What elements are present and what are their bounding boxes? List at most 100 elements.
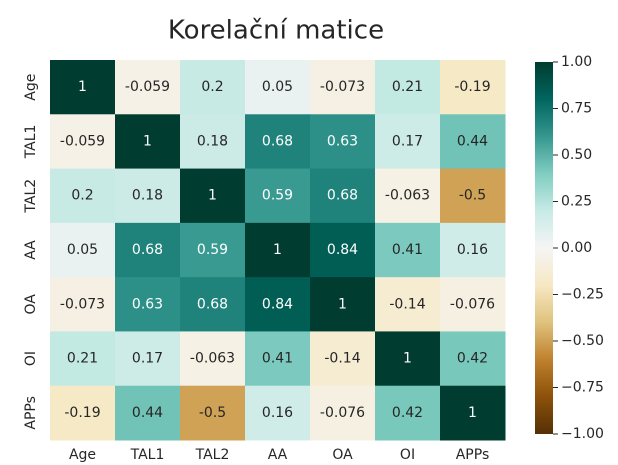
cell-label: 0.59	[262, 188, 293, 204]
cell-label: 1	[78, 79, 87, 95]
heatmap-cell	[310, 385, 376, 441]
cell-label: 0.18	[197, 133, 228, 149]
heatmap-cell	[245, 168, 311, 224]
heatmap-cell	[50, 277, 116, 332]
heatmap-cell	[310, 222, 376, 278]
y-tick-label: APPs	[23, 396, 39, 430]
x-tick-label: OA	[332, 447, 353, 463]
heatmap-cell	[310, 331, 376, 387]
cell-label: 1	[143, 133, 152, 149]
colorbar-tick-label: 1.00	[561, 54, 592, 70]
x-tick-label: AA	[268, 447, 288, 463]
heatmap-cell	[375, 331, 441, 387]
cell-label: 0.84	[262, 296, 293, 312]
cell-label: 0.63	[132, 296, 163, 312]
heatmap-cell	[375, 168, 441, 224]
cell-label: -0.059	[60, 133, 105, 149]
heatmap-cell	[115, 168, 181, 224]
cell-label: 0.42	[457, 351, 488, 367]
heatmap-cell	[50, 222, 116, 278]
cell-label: -0.063	[385, 188, 430, 204]
cell-label: -0.5	[459, 188, 486, 204]
colorbar-tick-label: 0.00	[561, 240, 592, 256]
cell-label: -0.076	[320, 405, 365, 421]
heatmap-cell	[310, 114, 376, 170]
heatmap-cell	[115, 222, 181, 278]
heatmap-cell	[375, 222, 441, 278]
heatmap-cell	[245, 60, 311, 115]
heatmap-cell	[180, 114, 246, 170]
heatmap-cell	[180, 385, 246, 441]
colorbar-tick-label: 0.75	[561, 101, 592, 117]
cell-label: -0.14	[389, 296, 425, 312]
cell-label: -0.063	[190, 351, 235, 367]
cell-label: -0.073	[60, 296, 105, 312]
heatmap-cell	[245, 222, 311, 278]
heatmap-cell	[180, 60, 246, 115]
heatmap-cell	[310, 168, 376, 224]
cell-label: 0.63	[327, 133, 358, 149]
y-tick-label: TAL1	[23, 125, 39, 160]
cell-label: 1	[208, 188, 217, 204]
cell-label: -0.5	[199, 405, 226, 421]
heatmap-cell	[115, 331, 181, 387]
cell-label: 0.21	[392, 79, 423, 95]
heatmap-cell	[180, 168, 246, 224]
x-tick-label: APPs	[456, 447, 490, 463]
cell-label: 0.68	[262, 133, 293, 149]
cell-label: 0.2	[71, 188, 93, 204]
y-tick-label: OA	[23, 294, 39, 315]
x-tick-label: OI	[400, 447, 415, 463]
heatmap-cell	[50, 60, 116, 115]
cell-label: 0.42	[392, 405, 423, 421]
cell-label: 0.16	[457, 242, 488, 258]
y-tick-label: TAL2	[23, 179, 39, 214]
heatmap-cell	[375, 60, 441, 115]
cell-label: 0.41	[392, 242, 423, 258]
colorbar-tick-label: 0.50	[561, 147, 592, 163]
heatmap-cell	[440, 60, 506, 115]
heatmap-cell	[440, 168, 506, 224]
heatmap-cell	[245, 114, 311, 170]
chart-title: Korelační matice	[168, 16, 384, 46]
heatmap-cell	[115, 60, 181, 115]
heatmap-cell	[310, 60, 376, 115]
heatmap-cell	[440, 331, 506, 387]
cell-label: 0.68	[132, 242, 163, 258]
heatmap-cell	[245, 277, 311, 332]
colorbar-tick-label: −0.75	[561, 380, 604, 396]
heatmap-cell	[180, 277, 246, 332]
cell-label: 0.17	[392, 133, 423, 149]
cell-label: 0.84	[327, 242, 358, 258]
colorbar-tick-label: −0.50	[561, 333, 604, 349]
cell-label: -0.14	[324, 351, 360, 367]
heatmap-cell	[180, 222, 246, 278]
y-tick-label: Age	[23, 74, 39, 101]
cell-label: -0.073	[320, 79, 365, 95]
heatmap-cell	[50, 385, 116, 441]
y-tick-label: AA	[23, 240, 39, 260]
cell-label: -0.059	[125, 79, 170, 95]
heatmap-cell	[375, 277, 441, 332]
cell-label: 0.44	[132, 405, 163, 421]
heatmap-cell	[115, 385, 181, 441]
cell-label: 1	[403, 351, 412, 367]
cell-label: 0.05	[262, 79, 293, 95]
heatmap-cell	[310, 277, 376, 332]
heatmap-cell	[50, 331, 116, 387]
heatmap-cell	[440, 277, 506, 332]
colorbar-tick-label: −0.25	[561, 287, 604, 303]
cell-label: 0.59	[197, 242, 228, 258]
heatmap-cell	[180, 331, 246, 387]
colorbar-tick-label: 0.25	[561, 194, 592, 210]
cell-label: 1	[273, 242, 282, 258]
x-tick-label: Age	[69, 447, 96, 463]
x-tick-label: TAL2	[195, 447, 230, 463]
cell-label: 0.05	[67, 242, 98, 258]
cell-label: 0.18	[132, 188, 163, 204]
cell-label: 0.2	[201, 79, 223, 95]
colorbar-tick-label: −1.00	[561, 426, 604, 442]
heatmap-cell	[50, 114, 116, 170]
heatmap-cell	[245, 331, 311, 387]
